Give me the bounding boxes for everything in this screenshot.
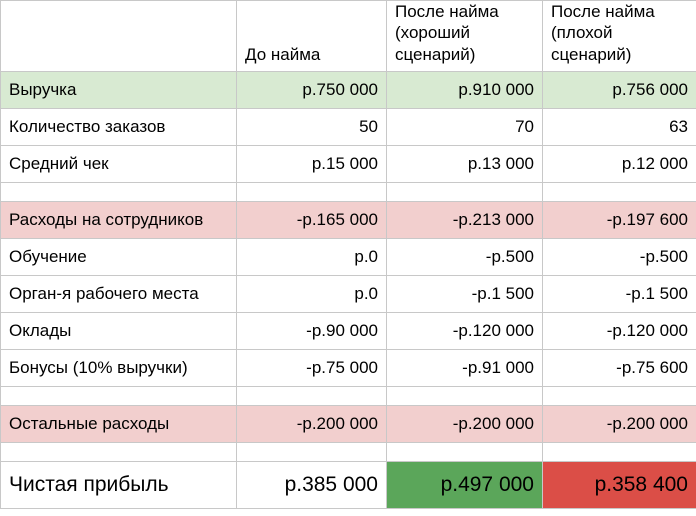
- cell-label: Выручка: [1, 71, 237, 108]
- row-avgcheck: Средний чек p.15 000 p.13 000 p.12 000: [1, 145, 696, 182]
- cell-value: -p.90 000: [237, 312, 387, 349]
- row-net: Чистая прибыль p.385 000 p.497 000 p.358…: [1, 461, 696, 508]
- cell-label: Расходы на сотрудников: [1, 201, 237, 238]
- cell-value: -p.120 000: [387, 312, 543, 349]
- header-blank: [1, 1, 237, 72]
- cell-value: -p.75 000: [237, 349, 387, 386]
- cell-value-good: p.497 000: [387, 461, 543, 508]
- cell-value: -p.1 500: [543, 275, 696, 312]
- cell-value: p.750 000: [237, 71, 387, 108]
- scenario-table: До найма После найма (хороший сценарий) …: [0, 0, 696, 509]
- row-spacer: [1, 442, 696, 461]
- row-salaries: Оклады -p.90 000 -p.120 000 -p.120 000: [1, 312, 696, 349]
- row-revenue: Выручка p.750 000 p.910 000 p.756 000: [1, 71, 696, 108]
- header-good: После найма (хороший сценарий): [387, 1, 543, 72]
- row-workplace: Орган-я рабочего места p.0 -p.1 500 -p.1…: [1, 275, 696, 312]
- cell-label: Орган-я рабочего места: [1, 275, 237, 312]
- cell-value: p.12 000: [543, 145, 696, 182]
- cell-value: 50: [237, 108, 387, 145]
- row-bonuses: Бонусы (10% выручки) -p.75 000 -p.91 000…: [1, 349, 696, 386]
- cell-value: -p.165 000: [237, 201, 387, 238]
- row-spacer: [1, 386, 696, 405]
- row-staff: Расходы на сотрудников -p.165 000 -p.213…: [1, 201, 696, 238]
- cell-label: Чистая прибыль: [1, 461, 237, 508]
- row-other: Остальные расходы -p.200 000 -p.200 000 …: [1, 405, 696, 442]
- header-bad: После найма (плохой сценарий): [543, 1, 696, 72]
- cell-value: p.756 000: [543, 71, 696, 108]
- cell-value: -p.197 600: [543, 201, 696, 238]
- cell-value: -p.500: [387, 238, 543, 275]
- header-before: До найма: [237, 1, 387, 72]
- cell-value: -p.200 000: [237, 405, 387, 442]
- cell-value: p.13 000: [387, 145, 543, 182]
- cell-value: 63: [543, 108, 696, 145]
- cell-label: Бонусы (10% выручки): [1, 349, 237, 386]
- cell-value: -p.200 000: [543, 405, 696, 442]
- cell-value: -p.200 000: [387, 405, 543, 442]
- cell-value: -p.120 000: [543, 312, 696, 349]
- cell-value: p.15 000: [237, 145, 387, 182]
- cell-value: -p.1 500: [387, 275, 543, 312]
- cell-label: Средний чек: [1, 145, 237, 182]
- cell-value: -p.213 000: [387, 201, 543, 238]
- cell-value: p.0: [237, 238, 387, 275]
- cell-label: Обучение: [1, 238, 237, 275]
- header-row: До найма После найма (хороший сценарий) …: [1, 1, 696, 72]
- cell-label: Оклады: [1, 312, 237, 349]
- row-training: Обучение p.0 -p.500 -p.500: [1, 238, 696, 275]
- cell-value: -p.91 000: [387, 349, 543, 386]
- cell-value: 70: [387, 108, 543, 145]
- cell-value: p.910 000: [387, 71, 543, 108]
- cell-value: -p.75 600: [543, 349, 696, 386]
- cell-value-bad: p.358 400: [543, 461, 696, 508]
- row-orders: Количество заказов 50 70 63: [1, 108, 696, 145]
- cell-label: Остальные расходы: [1, 405, 237, 442]
- cell-value: -p.500: [543, 238, 696, 275]
- cell-value: p.385 000: [237, 461, 387, 508]
- cell-value: p.0: [237, 275, 387, 312]
- cell-label: Количество заказов: [1, 108, 237, 145]
- row-spacer: [1, 182, 696, 201]
